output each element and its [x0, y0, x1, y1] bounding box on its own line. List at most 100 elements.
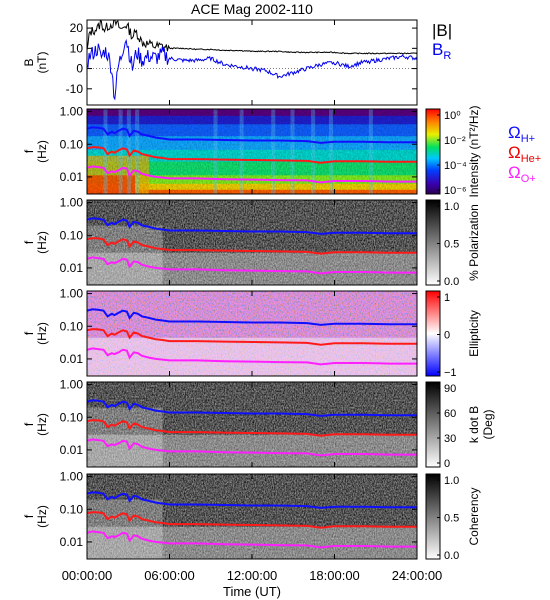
panel-2: 10⁰ 10⁻² 10⁻⁴ 10⁻⁶ Intensity (nT²/Hz) 1.00 0.1…: [22, 105, 481, 198]
o-plus-gyrofrequency-line: [86, 438, 417, 457]
colorbar-tick-label: 1: [444, 292, 450, 304]
b-radial-series: [86, 38, 418, 101]
y-tick-label: 0.10: [60, 410, 84, 424]
species-legend-item: ΩH+: [508, 123, 535, 145]
y-tick-label: 0.01: [60, 170, 84, 184]
h-plus-gyrofrequency-line: [86, 491, 417, 509]
colorbar-label: k dot B: [467, 406, 481, 443]
he-plus-gyrofrequency-line: [86, 237, 417, 255]
y-tick-label: -10: [66, 82, 84, 96]
he-plus-gyrofrequency-line: [86, 419, 417, 437]
colorbar-4: 1 0 −1 Ellipticity: [425, 290, 481, 379]
omega-symbol: Ω: [508, 123, 521, 142]
colorbar-label: Coherency: [467, 487, 481, 545]
he-plus-gyrofrequency-line: [86, 328, 417, 346]
y-tick-label: 1.00: [60, 196, 84, 210]
y-tick-label: 10: [70, 41, 84, 55]
time-axis-label: Time (UT): [223, 584, 281, 599]
species-subscript: He+: [521, 153, 542, 165]
time-tick-label: 00:00:00: [62, 568, 113, 583]
spectrogram-lowf: [87, 252, 417, 285]
time-tick-label: 12:00:00: [227, 568, 278, 583]
colorbar-tick-label: 0: [444, 330, 450, 342]
colorbar-tick-label: 10⁻⁶: [444, 185, 467, 197]
y-axis-units: (Hz): [35, 505, 49, 528]
y-tick-label: 0.01: [60, 535, 84, 549]
colorbar-tick-label: 10⁰: [444, 110, 461, 122]
colorbar-gradient: [425, 108, 441, 195]
h-plus-gyrofrequency-line: [86, 399, 417, 417]
y-axis-units: (Hz): [35, 140, 49, 163]
b-total-legend: |B|: [432, 21, 452, 40]
colorbar-tick-label: 1.0: [444, 201, 459, 213]
y-axis-units: (Hz): [35, 413, 49, 436]
spectrogram-lowf: [87, 526, 417, 559]
colorbar-tick-label: 0: [444, 458, 450, 470]
y-tick-label: 0.10: [60, 228, 84, 242]
y-axis-units: (Hz): [35, 231, 49, 254]
b-radial-subscript: R: [443, 50, 451, 62]
he-plus-gyrofrequency-line: [86, 511, 417, 529]
b-radial-legend: BR: [432, 40, 451, 62]
o-plus-gyrofrequency-line: [86, 165, 417, 184]
colorbar-gradient: [425, 473, 441, 560]
panel-4: 1 0 −1 Ellipticity 1.00 0.10 0.01 f (Hz): [22, 287, 481, 379]
species-legend-item: ΩO+: [508, 163, 536, 185]
y-axis-label: f: [22, 149, 36, 153]
colorbar-tick-label: 0.0: [444, 276, 459, 288]
colorbar-5: 90 60 30 0 k dot B (Deg): [425, 381, 495, 470]
species-subscript: H+: [521, 133, 535, 145]
colorbar-tick-label: 0.0: [444, 550, 459, 562]
colorbar-tick-label: 10⁻⁴: [444, 160, 467, 172]
panel-5: 90 60 30 0 k dot B (Deg) 1.00 0.10 0.01 f (Hz): [22, 378, 495, 470]
time-tick-labels: 00:00:00 06:00:00 12:00:00 18:00:00 24:00:00: [62, 568, 443, 583]
colorbar-tick-label: 0.5: [444, 239, 459, 251]
colorbar-label: % Polarization: [467, 204, 481, 281]
colorbar-label-units: (Deg): [481, 409, 495, 439]
species-subscript: O+: [521, 173, 536, 185]
colorbar-label: Intensity (nT²/Hz): [467, 105, 481, 197]
colorbar-tick-label: −1: [444, 367, 457, 379]
y-tick-label: 0.10: [60, 319, 84, 333]
b-legend: |B| BR: [432, 21, 452, 62]
y-axis-units: (Hz): [35, 322, 49, 345]
h-plus-gyrofrequency-line: [86, 308, 417, 326]
y-tick-label: 1.00: [60, 470, 84, 484]
colorbar-tick-label: 30: [444, 433, 456, 445]
y-axis-label: f: [22, 514, 36, 518]
colorbar-gradient: [425, 381, 441, 468]
time-tick-label: 18:00:00: [309, 568, 360, 583]
y-tick-label: 1.00: [60, 105, 84, 119]
omega-symbol: Ω: [508, 143, 521, 162]
colorbar-gradient: [425, 290, 441, 377]
y-tick-label: 0.10: [60, 502, 84, 516]
colorbar-tick-label: 60: [444, 408, 456, 420]
y-tick-label: 0.10: [60, 137, 84, 151]
spectrogram-burst: [87, 225, 163, 285]
panel-6: 1.0 0.5 0.0 Coherency 1.00 0.10 0.01 f (Hz): [22, 470, 481, 562]
y-tick-label: 1.00: [60, 287, 84, 301]
colorbar-label: Ellipticity: [467, 310, 481, 357]
y-tick-label: 1.00: [60, 378, 84, 392]
spectrogram-burst: [87, 407, 163, 467]
h-plus-gyrofrequency-line: [86, 126, 417, 144]
time-axis: 00:00:00 06:00:00 12:00:00 18:00:00 24:00:00…: [62, 568, 443, 599]
o-plus-gyrofrequency-line: [86, 347, 417, 366]
colorbar-3: 1.0 0.5 0.0 % Polarization: [425, 199, 481, 288]
panel-3: 1.0 0.5 0.0 % Polarization 1.00 0.10 0.01 f (Hz): [22, 196, 481, 288]
colorbar-2: 10⁰ 10⁻² 10⁻⁴ 10⁻⁶ Intensity (nT²/Hz): [425, 105, 481, 198]
colorbar-6: 1.0 0.5 0.0 Coherency: [425, 473, 481, 562]
colorbar-tick-label: 1.0: [444, 475, 459, 487]
omega-symbol: Ω: [508, 163, 521, 182]
y-axis-label: f: [22, 240, 36, 244]
b-total-series: [86, 19, 418, 55]
b-radial-letter: B: [432, 40, 443, 59]
y-tick-label: 0: [76, 62, 83, 76]
y-tick-label: 0.01: [60, 261, 84, 275]
panel-1: 20 10 0 -10 B (nT): [22, 19, 418, 106]
species-legend-item: ΩHe+: [508, 143, 541, 165]
spectrogram-image: [87, 382, 417, 467]
time-tick-label: 06:00:00: [144, 568, 195, 583]
